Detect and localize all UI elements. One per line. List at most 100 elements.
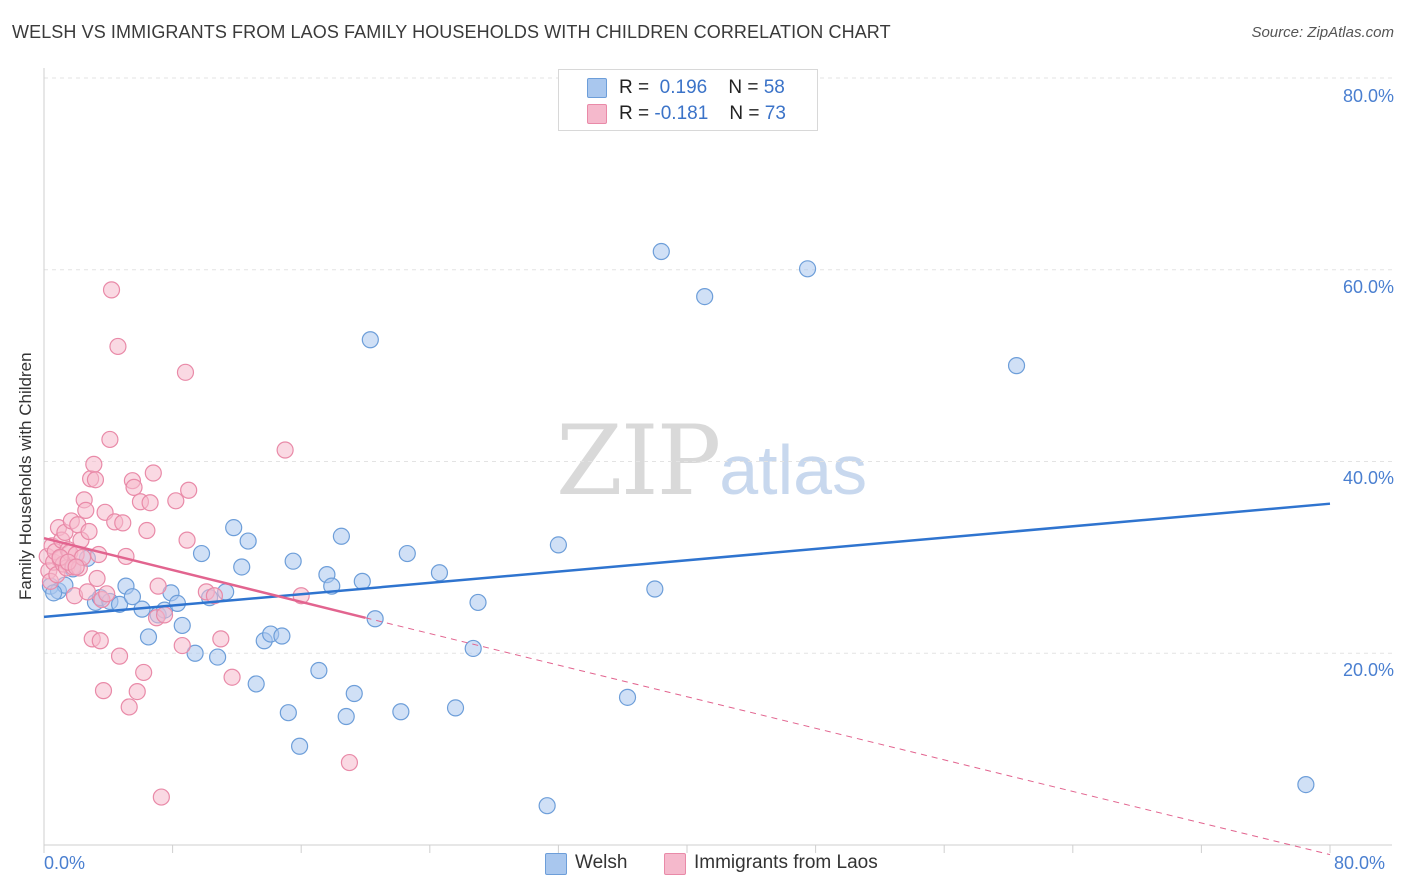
welsh-point [123,588,142,606]
welsh-point [798,260,817,278]
laos-trendline [43,536,366,619]
laos-point [114,514,132,532]
welsh-n-label: N = [728,77,759,98]
laos-point [94,682,113,700]
x-tick-label-min: 0.0% [44,853,86,873]
laos-point [212,630,230,648]
laos-point [110,647,129,665]
laos-point [120,698,138,716]
welsh-point [225,519,243,537]
laos-trendline-extension [365,617,1331,856]
laos-point [77,501,95,519]
welsh-point [646,580,664,598]
laos-point [98,585,116,603]
source-label: Source: ZipAtlas.com [1251,24,1394,41]
x-tick-label-max: 80.0% [1334,853,1386,873]
welsh-point [469,593,487,612]
laos-point [135,663,153,682]
laos-point [155,606,174,624]
laos-point [90,545,108,564]
welsh-point [273,627,291,645]
laos-point [125,478,143,496]
welsh-point [345,684,363,703]
welsh-point [538,797,556,815]
laos-legend-label: Immigrants from Laos [694,852,878,873]
welsh-swatch [587,78,607,98]
laos-swatch [587,104,607,124]
welsh-point [337,707,355,726]
laos-point [102,281,121,299]
welsh-point [366,610,384,628]
welsh-point [464,639,482,658]
laos-point [176,363,195,381]
laos-point [85,455,103,473]
laos-point [109,337,127,356]
welsh-point [192,544,211,563]
welsh-point [284,552,302,570]
welsh-point [247,675,265,693]
welsh-point [186,644,204,662]
welsh-legend-swatch [545,853,567,875]
welsh-point [353,572,371,590]
laos-n-label: N = [729,103,760,124]
welsh-point [1007,357,1026,375]
welsh-point [173,616,191,635]
welsh-legend-label: Welsh [575,852,628,873]
correlation-legend: R = 0.196 N = 58 R = -0.181 N = 73 [558,69,818,131]
laos-point [173,636,191,655]
welsh-point [332,527,350,545]
series-legend: Welsh Immigrants from Laos [0,852,1406,878]
laos-point [149,577,167,595]
laos-legend-swatch [664,853,686,875]
laos-point [178,531,196,549]
laos-point [141,494,159,512]
watermark-atlas: atlas [719,431,868,509]
laos-point [144,464,162,482]
laos-point [340,753,359,772]
laos-point [180,481,198,499]
welsh-point [430,564,449,582]
welsh-r-label: R = [619,77,650,98]
welsh-point [652,242,670,261]
welsh-n-value: 58 [763,77,785,98]
laos-point [80,522,98,541]
welsh-point [279,704,297,722]
laos-point [88,569,106,588]
y-tick-label-40: 40.0% [1342,468,1394,488]
laos-point [152,788,170,806]
welsh-point [110,595,129,613]
laos-point [276,441,294,459]
welsh-point [696,287,714,306]
welsh-point [139,628,158,646]
laos-point [67,558,85,576]
welsh-point [290,737,309,755]
y-tick-label-60: 60.0% [1342,277,1394,297]
laos-r-value: -0.181 [654,103,709,124]
y-tick-label-20: 20.0% [1342,660,1394,680]
laos-point [223,668,241,686]
welsh-point [398,544,416,563]
chart-title: WELSH VS IMMIGRANTS FROM LAOS FAMILY HOU… [12,22,891,42]
laos-point [101,430,119,449]
welsh-point [618,688,637,706]
laos-point [91,632,109,650]
welsh-point [549,536,568,554]
welsh-point [361,331,379,349]
welsh-r-value: 0.196 [659,77,708,98]
laos-r-label: R = [619,103,650,124]
laos-point [138,521,156,540]
laos-point [86,471,105,489]
welsh-trendline [43,502,1331,619]
y-tick-label-80: 80.0% [1342,86,1394,106]
laos-point [167,492,185,510]
y-axis-label: Family Households with Children [16,352,35,600]
welsh-point [209,648,227,666]
welsh-point [446,699,465,717]
laos-n-value: 73 [764,103,786,124]
welsh-point [392,703,410,721]
laos-point [128,682,146,701]
laos-point [205,587,223,605]
laos-point [78,583,97,601]
welsh-point [310,661,328,680]
